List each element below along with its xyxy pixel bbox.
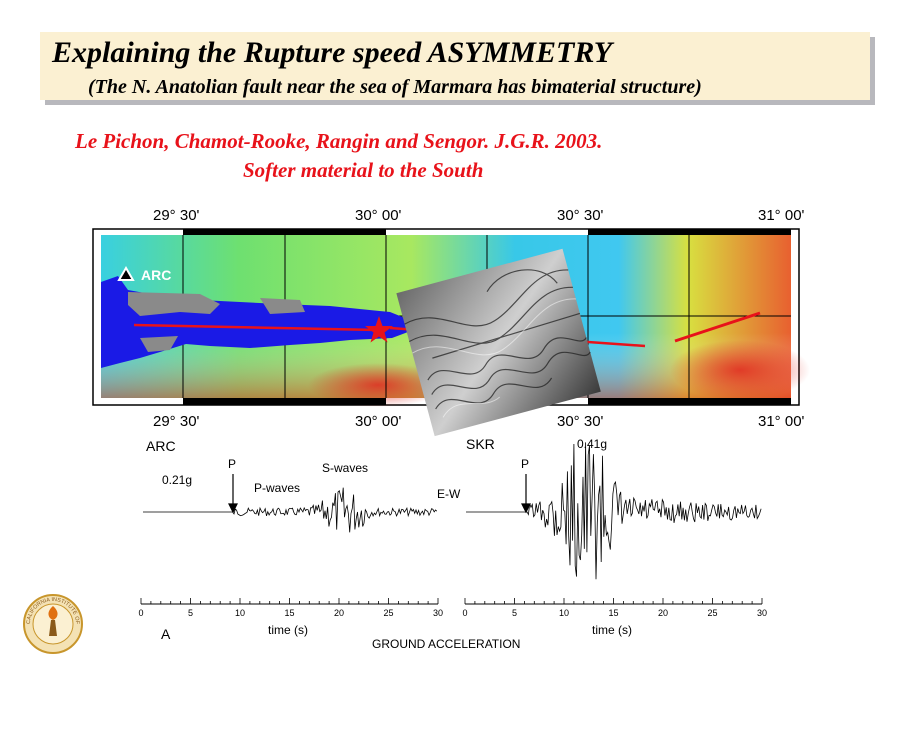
station-skr-label: SKR bbox=[466, 436, 495, 452]
s-waves-label: S-waves bbox=[322, 461, 368, 475]
figure-caption: GROUND ACCELERATION bbox=[372, 637, 520, 651]
time-axis-label: time (s) bbox=[592, 623, 632, 637]
lon-label-top: 31° 00' bbox=[758, 207, 805, 224]
caltech-seal-logo: CALIFORNIA INSTITUTE OF TECHNOLOGY bbox=[0, 0, 83, 654]
p-arrival-label: P bbox=[521, 457, 529, 471]
epicenter-star-icon bbox=[365, 316, 393, 343]
seismogram-trace-arc bbox=[143, 487, 438, 533]
lon-label-bottom: 31° 00' bbox=[758, 413, 805, 430]
lon-label-bottom: 30° 00' bbox=[355, 413, 402, 430]
title-banner bbox=[40, 32, 870, 100]
axis-tick-label: 20 bbox=[334, 608, 344, 618]
station-marker-icon bbox=[117, 266, 135, 281]
p-waves-label: P-waves bbox=[254, 481, 300, 495]
panel-label: A bbox=[161, 626, 171, 642]
time-axis-label: time (s) bbox=[268, 623, 308, 637]
p-arrow-icon bbox=[228, 503, 238, 514]
axis-tick-label: 30 bbox=[757, 608, 767, 618]
axis-tick-label: 25 bbox=[707, 608, 717, 618]
lon-label-bottom: 30° 30' bbox=[557, 413, 604, 430]
amplitude-arc: 0.21g bbox=[162, 473, 192, 487]
axis-tick-label: 10 bbox=[559, 608, 569, 618]
station-label: ARC bbox=[141, 267, 171, 283]
station-arc-label: ARC bbox=[146, 438, 176, 454]
p-arrow-icon bbox=[521, 503, 531, 514]
lon-label-top: 30° 00' bbox=[355, 207, 402, 224]
component-label: E-W bbox=[437, 487, 461, 501]
axis-tick-label: 5 bbox=[188, 608, 193, 618]
reference-citation: Le Pichon, Chamot-Rooke, Rangin and Seng… bbox=[75, 129, 603, 153]
axis-tick-label: 15 bbox=[608, 608, 618, 618]
slide-title: Explaining the Rupture speed ASYMMETRY bbox=[52, 36, 613, 69]
axis-tick-label: 0 bbox=[138, 608, 143, 618]
fault-line-west bbox=[133, 323, 379, 332]
reference-note: Softer material to the South bbox=[243, 158, 484, 182]
lon-label-top: 30° 30' bbox=[557, 207, 604, 224]
svg-text:CALIFORNIA INSTITUTE OF TECHNO: CALIFORNIA INSTITUTE OF TECHNOLOGY bbox=[0, 0, 80, 625]
slide-subtitle: (The N. Anatolian fault near the sea of … bbox=[88, 76, 702, 98]
lon-label-top: 29° 30' bbox=[153, 207, 200, 224]
axis-tick-label: 0 bbox=[462, 608, 467, 618]
p-arrival-label: P bbox=[228, 457, 236, 471]
axis-tick-label: 20 bbox=[658, 608, 668, 618]
axis-tick-label: 30 bbox=[433, 608, 443, 618]
time-axis-arc: 0 5 10 15 20 25 30 bbox=[138, 598, 443, 618]
axis-tick-label: 10 bbox=[235, 608, 245, 618]
axis-tick-label: 25 bbox=[383, 608, 393, 618]
fault-line-east bbox=[674, 311, 761, 343]
amplitude-skr: 0.41g bbox=[577, 437, 607, 451]
axis-tick-label: 5 bbox=[512, 608, 517, 618]
axis-tick-label: 15 bbox=[284, 608, 294, 618]
time-axis-skr: 0 5 10 15 20 25 30 bbox=[462, 598, 767, 618]
lon-label-bottom: 29° 30' bbox=[153, 413, 200, 430]
photoelastic-fringe-image bbox=[396, 248, 601, 437]
seismogram-trace-skr bbox=[466, 442, 762, 580]
